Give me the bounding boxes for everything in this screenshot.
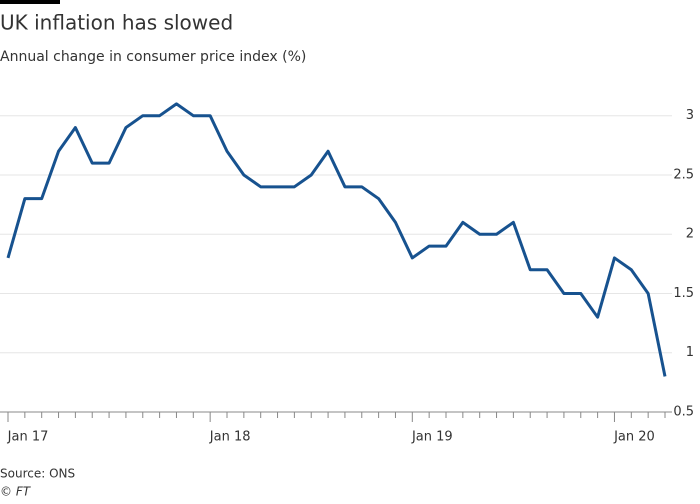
x-tick-label: Jan 18	[209, 430, 251, 445]
title-bar	[0, 0, 60, 4]
x-tick-label: Jan 17	[7, 430, 49, 445]
chart-title: UK inflation has slowed	[0, 11, 233, 35]
line	[6, 102, 667, 377]
x-tick-label: Jan 20	[613, 430, 655, 445]
y-tick-label: 2	[686, 227, 694, 242]
y-tick-label: 2.5	[673, 167, 694, 182]
x-tick-label: Jan 19	[411, 430, 453, 445]
credit: © FT	[0, 485, 32, 499]
y-tick-label: 1	[686, 345, 694, 360]
y-tick-label: 0.5	[673, 405, 694, 420]
y-tick-label: 1.5	[673, 286, 694, 301]
source: Source: ONS	[0, 467, 75, 481]
chart-subtitle: Annual change in consumer price index (%…	[0, 49, 306, 65]
y-tick-label: 3	[686, 108, 694, 123]
